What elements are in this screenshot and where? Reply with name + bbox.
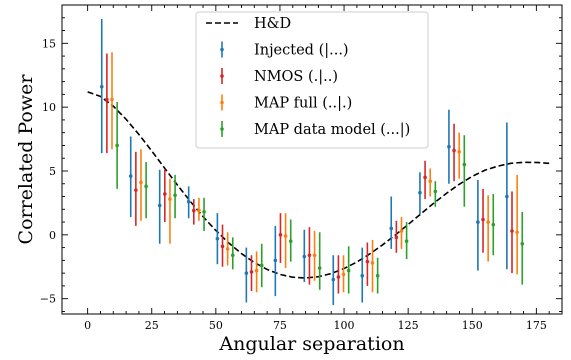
series-2-point-5 [254, 268, 259, 273]
legend-label-0: Injected (|...) [254, 43, 349, 59]
series-1-point-4 [220, 244, 225, 249]
x-tick-label-0: 0 [84, 319, 91, 332]
series-1-point-7 [307, 253, 312, 258]
series-3-point-8 [346, 268, 351, 273]
series-2-point-8 [341, 272, 346, 277]
x-tick-label-75: 75 [273, 319, 287, 332]
series-3-point-5 [259, 263, 264, 268]
series-2-point-6 [283, 234, 288, 238]
y-tick-label-5: 5 [49, 165, 56, 178]
legend: H&D Injected (|...) NMOS (.|..) MAP full (.… [195, 11, 429, 149]
series-2-point-2 [168, 197, 172, 201]
y-tick-label--5: −5 [40, 293, 56, 306]
series-0-point-11 [418, 190, 422, 195]
series-0-point-10 [389, 226, 394, 231]
series-1-point-2 [163, 192, 167, 196]
legend-label-1: NMOS (.|..) [254, 69, 338, 85]
series-2-point-12 [457, 150, 461, 154]
legend-label-3: MAP data model (...|) [254, 122, 410, 138]
series-1-point-1 [134, 188, 138, 192]
axes: 0 25 50 75 100 125 150 175 −5 0 5 10 15 [40, 4, 563, 332]
plot-frame [61, 4, 563, 315]
y-tick-label-10: 10 [42, 101, 56, 114]
series-3-point-2 [173, 193, 177, 198]
legend-label-2: MAP full (..|.) [254, 96, 352, 112]
y-tick-label-15: 15 [42, 37, 56, 50]
series-3-point-3 [202, 210, 206, 214]
series-0-point-4 [215, 236, 220, 241]
series-0-point-6 [273, 258, 278, 263]
legend-swatch-dot-1 [220, 74, 224, 78]
y-axis-label: Correlated Power [15, 74, 37, 245]
series-2-point-11 [428, 179, 433, 184]
series-2-point-4 [225, 247, 230, 251]
series-3-point-9 [375, 273, 380, 278]
series-3-point-13 [491, 222, 496, 227]
series-1-point-11 [423, 175, 427, 180]
series-3-point-10 [404, 239, 409, 244]
legend-swatch-dot-2 [220, 100, 224, 105]
series-2-point-14 [515, 230, 519, 235]
series-0-point-0 [99, 84, 104, 89]
series-2-point-13 [486, 220, 490, 224]
x-tick-label-175: 175 [526, 319, 547, 332]
series-1-point-6 [278, 233, 283, 237]
series-2-point-0 [110, 97, 114, 102]
series-2-point-1 [139, 180, 143, 185]
series-2-point-3 [197, 208, 201, 213]
series-0-point-13 [476, 220, 480, 224]
series-3-point-14 [520, 241, 525, 246]
x-tick-label-25: 25 [145, 319, 159, 332]
series-3-point-1 [144, 184, 148, 189]
series-1-point-8 [336, 275, 341, 279]
series-3-point-6 [288, 239, 293, 244]
y-tick-label-0: 0 [49, 229, 56, 242]
series-3-point-7 [317, 266, 322, 270]
series-0-point-3 [186, 199, 191, 204]
legend-box [195, 11, 429, 149]
series-3-point-12 [462, 162, 467, 167]
series-1-point-10 [394, 235, 399, 240]
legend-label-hd: H&D [254, 16, 291, 32]
plot-area [87, 19, 550, 306]
series-2-point-10 [399, 229, 404, 233]
series-0-point-2 [157, 203, 162, 208]
series-2-point-9 [370, 261, 375, 265]
legend-swatch-dot-0 [220, 47, 224, 52]
series-0-point-9 [360, 273, 365, 278]
x-tick-label-125: 125 [398, 319, 419, 332]
series-0-point-7 [302, 254, 307, 259]
x-tick-label-50: 50 [209, 319, 223, 332]
x-axis-label: Angular separation [218, 333, 404, 355]
series-1-point-9 [365, 259, 370, 264]
series-0-point-12 [447, 144, 451, 149]
series-1-point-14 [510, 229, 514, 233]
series-0-point-14 [505, 194, 509, 199]
hd-curve [87, 91, 550, 279]
series-0-point-8 [331, 277, 336, 282]
series-1-point-3 [191, 208, 196, 213]
series-1-point-0 [105, 97, 109, 102]
series-3-point-11 [433, 189, 438, 194]
x-tick-label-150: 150 [462, 319, 483, 332]
series-3-point-0 [115, 143, 119, 148]
legend-swatch-dot-3 [220, 127, 224, 131]
series-1-point-5 [249, 270, 254, 274]
series-2-point-7 [312, 253, 317, 258]
series-0-point-1 [128, 174, 133, 178]
series-1-point-13 [481, 217, 485, 222]
series-3-point-4 [230, 253, 235, 258]
series-0-point-5 [244, 271, 249, 275]
x-tick-label-100: 100 [334, 319, 355, 332]
series-1-point-12 [452, 148, 456, 153]
